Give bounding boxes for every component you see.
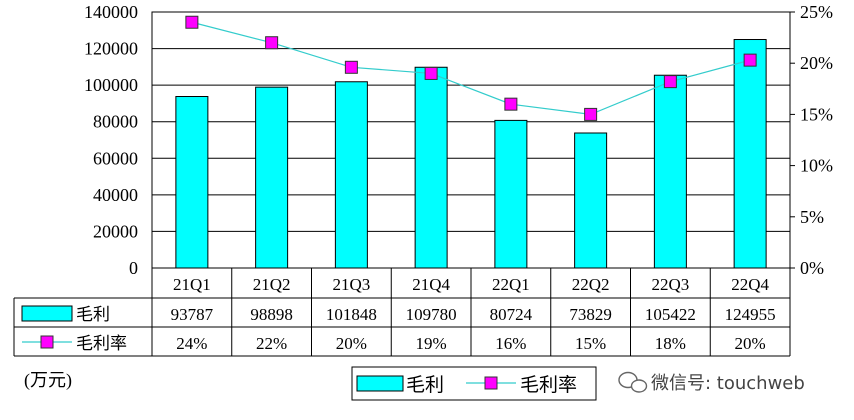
bar-value-label: 109780 — [406, 305, 457, 324]
bar-value-label: 105422 — [645, 305, 696, 324]
wechat-icon — [618, 371, 648, 393]
y-tick-label: 60000 — [93, 148, 138, 168]
y2-tick-label: 25% — [800, 2, 833, 22]
watermark-text: 微信号: touchweb — [651, 373, 805, 394]
bar-value-label: 80724 — [490, 305, 533, 324]
y-tick-label: 40000 — [93, 185, 138, 205]
legend-key-bar — [356, 375, 404, 392]
data-table: 21Q1 93787 24% 21Q2 98898 22% 21Q3 101848 20% 21Q… — [13, 268, 791, 357]
y-tick-label: 80000 — [93, 112, 138, 132]
legend-label-bar: 毛利 — [406, 374, 444, 396]
row-key-marker — [40, 335, 54, 349]
grid-lines — [152, 11, 790, 232]
line-value-label: 15% — [575, 334, 606, 353]
bar-value-label: 124955 — [725, 305, 776, 324]
line-value-label: 24% — [176, 334, 207, 353]
row-label-bar: 毛利 — [76, 305, 110, 324]
marker-21Q3 — [344, 60, 358, 74]
line-value-label: 20% — [336, 334, 367, 353]
bar-22Q2 — [574, 132, 608, 269]
legend-label-line: 毛利率 — [520, 374, 577, 396]
category-label: 21Q3 — [332, 275, 370, 294]
y2-tick-label: 0% — [800, 258, 824, 278]
marker-22Q4 — [743, 53, 757, 67]
legend-key-marker — [484, 376, 498, 390]
y-tick-label: 100000 — [84, 75, 138, 95]
bar-value-label: 101848 — [326, 305, 377, 324]
plot-frame — [151, 11, 791, 269]
y-tick-label: 0 — [129, 258, 138, 278]
y2-tick-label: 20% — [800, 53, 833, 73]
category-label: 21Q1 — [173, 275, 211, 294]
bar-21Q2 — [255, 86, 289, 269]
line-value-label: 22% — [256, 334, 287, 353]
marker-22Q3 — [663, 75, 677, 89]
bar-value-label: 93787 — [171, 305, 214, 324]
category-label: 22Q4 — [731, 275, 769, 294]
unit-label: (万元) — [24, 370, 72, 391]
bar-series-gross-profit — [175, 39, 767, 269]
category-label: 22Q3 — [651, 275, 689, 294]
row-key-bar — [21, 305, 73, 322]
watermark: 微信号: touchweb — [618, 371, 805, 394]
line-series-gross-margin — [185, 15, 757, 121]
category-label: 21Q2 — [253, 275, 291, 294]
marker-22Q2 — [584, 107, 598, 121]
marker-22Q1 — [504, 97, 518, 111]
line-value-label: 18% — [655, 334, 686, 353]
bar-21Q4 — [414, 66, 448, 269]
wechat-icon-bubble — [630, 379, 648, 393]
line-value-label: 16% — [495, 334, 526, 353]
marker-21Q4 — [424, 66, 438, 80]
y-tick-label: 120000 — [84, 39, 138, 59]
bar-value-label: 98898 — [250, 305, 293, 324]
bar-21Q3 — [334, 81, 368, 269]
category-label: 21Q4 — [412, 275, 450, 294]
bar-value-label: 73829 — [569, 305, 612, 324]
legend: 毛利 毛利率 — [351, 366, 597, 401]
category-label: 22Q2 — [572, 275, 610, 294]
y2-tick-label: 15% — [800, 104, 833, 124]
row-label-line: 毛利率 — [76, 334, 127, 353]
line-value-label: 20% — [735, 334, 766, 353]
category-label: 22Q1 — [492, 275, 530, 294]
bar-22Q4 — [733, 39, 767, 269]
marker-21Q2 — [265, 36, 279, 50]
y-tick-label: 20000 — [93, 221, 138, 241]
bar-22Q1 — [494, 119, 528, 269]
y2-tick-label: 5% — [800, 207, 824, 227]
line-value-label: 19% — [416, 334, 447, 353]
marker-21Q1 — [185, 15, 199, 29]
y2-tick-label: 10% — [800, 156, 833, 176]
y-tick-label: 140000 — [84, 2, 138, 22]
bar-21Q1 — [175, 96, 209, 269]
gross-margin-line — [191, 21, 751, 116]
bar-22Q3 — [653, 74, 687, 269]
